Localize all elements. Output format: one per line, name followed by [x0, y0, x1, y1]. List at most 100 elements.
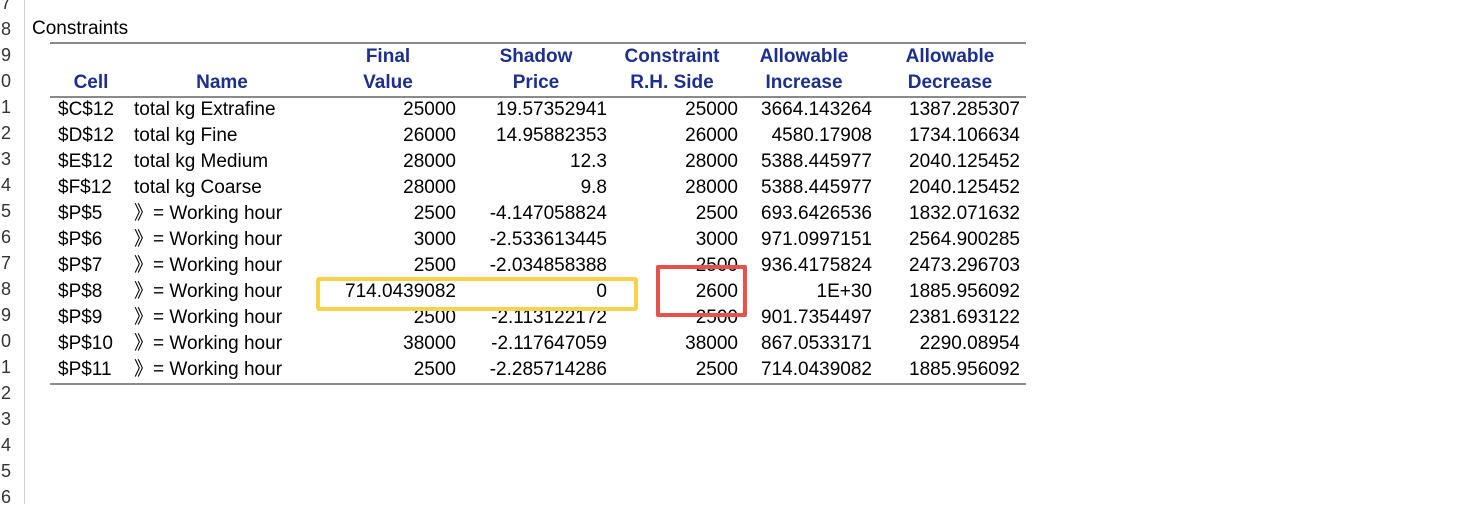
allowable-increase[interactable]: 1E+30 — [816, 281, 872, 302]
final-value[interactable]: 25000 — [403, 99, 456, 120]
constraint-rhs[interactable]: 3000 — [695, 229, 738, 250]
cell-address[interactable]: $P$9 — [58, 307, 103, 328]
row-number[interactable]: 2 — [1, 383, 12, 403]
row-number[interactable]: 9 — [1, 45, 12, 65]
row-number[interactable]: 5 — [1, 201, 12, 221]
final-value[interactable]: 2500 — [413, 255, 456, 276]
allowable-decrease[interactable]: 2564.900285 — [909, 229, 1020, 250]
final-value[interactable]: 2500 — [413, 307, 456, 328]
row-number[interactable]: 8 — [1, 279, 12, 299]
constraint-rhs[interactable]: 28000 — [685, 151, 738, 172]
constraint-rhs[interactable]: 2500 — [695, 307, 738, 328]
row-number[interactable]: 3 — [1, 149, 12, 169]
row-number[interactable]: 1 — [1, 97, 12, 117]
final-value[interactable]: 26000 — [403, 125, 456, 146]
row-number[interactable]: 2 — [1, 123, 12, 143]
final-value[interactable]: 714.0439082 — [345, 281, 456, 302]
cell-address[interactable]: $P$10 — [58, 333, 113, 354]
row-number[interactable]: 8 — [1, 19, 12, 39]
shadow-price[interactable]: -2.117647059 — [491, 333, 607, 354]
shadow-price[interactable]: -4.147058824 — [489, 203, 607, 224]
row-number[interactable]: 0 — [1, 71, 12, 91]
final-value[interactable]: 38000 — [403, 333, 456, 354]
constraint-name[interactable]: 》= Working hour — [134, 229, 283, 250]
allowable-increase[interactable]: 936.4175824 — [761, 255, 872, 276]
allowable-increase[interactable]: 867.0533171 — [761, 333, 872, 354]
constraint-name[interactable]: 》= Working hour — [134, 307, 283, 328]
row-number[interactable]: 6 — [1, 227, 12, 247]
final-value[interactable]: 2500 — [413, 359, 456, 380]
constraint-name[interactable]: total kg Coarse — [134, 177, 262, 198]
final-value[interactable]: 28000 — [403, 177, 456, 198]
row-number[interactable]: 1 — [1, 357, 12, 377]
header-shadow-line1: Shadow — [499, 46, 573, 67]
row-header-divider — [24, 0, 25, 504]
constraint-name[interactable]: total kg Extrafine — [134, 99, 276, 120]
allowable-decrease[interactable]: 1885.956092 — [909, 281, 1020, 302]
allowable-increase[interactable]: 971.0997151 — [761, 229, 872, 250]
constraint-rhs[interactable]: 2500 — [695, 203, 738, 224]
constraint-rhs[interactable]: 38000 — [685, 333, 738, 354]
allowable-decrease[interactable]: 2290.08954 — [919, 333, 1020, 354]
constraint-name[interactable]: 》= Working hour — [134, 255, 283, 276]
cell-address[interactable]: $P$5 — [58, 203, 103, 224]
shadow-price[interactable]: 12.3 — [570, 151, 607, 172]
final-value[interactable]: 28000 — [403, 151, 456, 172]
cell-address[interactable]: $C$12 — [58, 99, 114, 120]
row-number[interactable]: 4 — [1, 175, 12, 195]
shadow-price[interactable]: 9.8 — [580, 177, 607, 198]
cell-address[interactable]: $P$11 — [58, 359, 112, 380]
allowable-decrease[interactable]: 1734.106634 — [909, 125, 1020, 146]
allowable-increase[interactable]: 3664.143264 — [761, 99, 872, 120]
row-number[interactable]: 7 — [1, 253, 12, 273]
shadow-price[interactable]: -2.285714286 — [489, 359, 607, 380]
constraint-rhs[interactable]: 25000 — [685, 99, 738, 120]
shadow-price[interactable]: -2.533613445 — [489, 229, 607, 250]
allowable-increase[interactable]: 714.0439082 — [761, 359, 872, 380]
shadow-price[interactable]: 0 — [596, 281, 607, 302]
cell-address[interactable]: $E$12 — [58, 151, 113, 172]
allowable-decrease[interactable]: 2040.125452 — [909, 151, 1020, 172]
final-value[interactable]: 2500 — [413, 203, 456, 224]
allowable-decrease[interactable]: 1885.956092 — [909, 359, 1020, 380]
shadow-price[interactable]: -2.034858388 — [489, 255, 607, 276]
constraint-rhs[interactable]: 26000 — [685, 125, 738, 146]
allowable-decrease[interactable]: 2473.296703 — [909, 255, 1020, 276]
row-number[interactable]: 9 — [1, 305, 12, 325]
cell-address[interactable]: $P$8 — [58, 281, 103, 302]
constraint-name[interactable]: total kg Medium — [134, 151, 269, 172]
row-number[interactable]: 7 — [1, 0, 12, 13]
final-value[interactable]: 3000 — [413, 229, 456, 250]
cell-address[interactable]: $F$12 — [58, 177, 112, 198]
constraint-rhs[interactable]: 2600 — [695, 281, 738, 302]
allowable-increase[interactable]: 5388.445977 — [761, 177, 872, 198]
cell-address[interactable]: $P$6 — [58, 229, 103, 250]
row-number[interactable]: 5 — [1, 461, 12, 481]
allowable-decrease[interactable]: 1832.071632 — [909, 203, 1020, 224]
allowable-decrease[interactable]: 1387.285307 — [909, 99, 1020, 120]
row-number[interactable]: 0 — [1, 331, 12, 351]
section-title: Constraints — [32, 18, 129, 39]
constraint-rhs[interactable]: 2500 — [695, 359, 738, 380]
shadow-price[interactable]: 19.57352941 — [496, 99, 607, 120]
constraint-name[interactable]: 》= Working hour — [134, 333, 283, 354]
constraint-rhs[interactable]: 28000 — [685, 177, 738, 198]
constraint-name[interactable]: total kg Fine — [134, 125, 238, 146]
row-number[interactable]: 4 — [1, 435, 12, 455]
allowable-decrease[interactable]: 2040.125452 — [909, 177, 1020, 198]
shadow-price[interactable]: -2.113122172 — [491, 307, 607, 328]
cell-address[interactable]: $P$7 — [58, 255, 103, 276]
allowable-increase[interactable]: 4580.17908 — [771, 125, 872, 146]
row-number[interactable]: 6 — [1, 487, 12, 507]
allowable-increase[interactable]: 901.7354497 — [761, 307, 872, 328]
shadow-price[interactable]: 14.95882353 — [496, 125, 607, 146]
constraint-name[interactable]: 》= Working hour — [134, 203, 283, 224]
row-number[interactable]: 3 — [1, 409, 12, 429]
allowable-decrease[interactable]: 2381.693122 — [909, 307, 1020, 328]
allowable-increase[interactable]: 5388.445977 — [761, 151, 872, 172]
constraint-name[interactable]: 》= Working hour — [134, 359, 283, 380]
cell-address[interactable]: $D$12 — [58, 125, 114, 146]
allowable-increase[interactable]: 693.6426536 — [761, 203, 872, 224]
header-rhs-line2: R.H. Side — [630, 72, 714, 93]
constraint-name[interactable]: 》= Working hour — [134, 281, 283, 302]
